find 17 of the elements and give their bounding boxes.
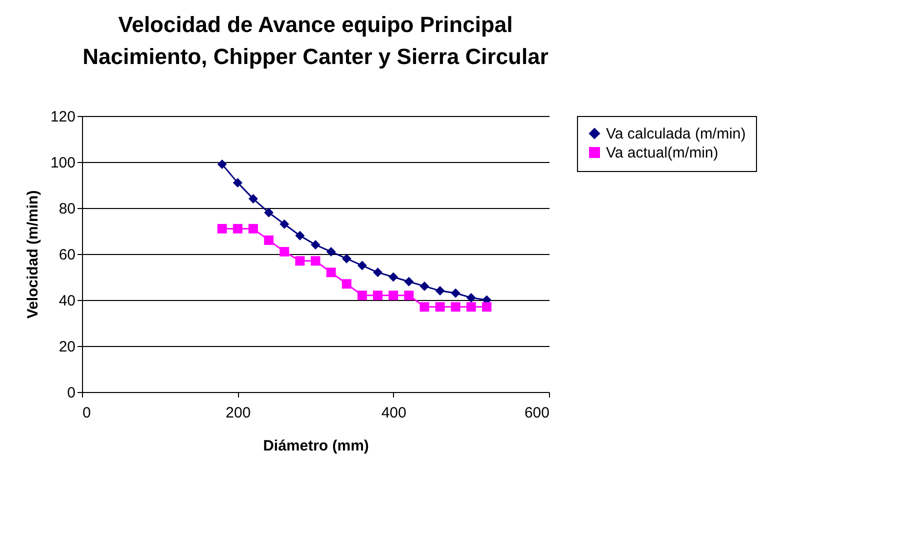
y-tick-label: 100 <box>50 154 76 172</box>
y-tick-label: 0 <box>67 384 76 402</box>
legend-label: Va actual(m/min) <box>606 144 718 162</box>
x-tick-label: 400 <box>381 404 406 422</box>
y-tick-label: 60 <box>58 246 76 264</box>
x-tick-label: 600 <box>524 404 550 422</box>
y-tick-label: 20 <box>58 338 76 356</box>
y-axis-title: Velocidad (m/min) <box>24 190 42 319</box>
x-axis-title: Diámetro (mm) <box>263 438 369 454</box>
y-tick-label: 80 <box>58 200 76 218</box>
text: Nacimiento, Chipper Canter y Sierra Circular <box>82 44 548 69</box>
x-tick-label: 200 <box>226 404 251 422</box>
legend-label: Va calculada (m/min) <box>606 126 746 142</box>
y-tick-label: 120 <box>50 108 76 126</box>
y-tick-label: 40 <box>58 292 76 310</box>
x-tick-label: 0 <box>82 404 91 422</box>
text: Velocidad de Avance equipo Principal <box>118 12 513 37</box>
